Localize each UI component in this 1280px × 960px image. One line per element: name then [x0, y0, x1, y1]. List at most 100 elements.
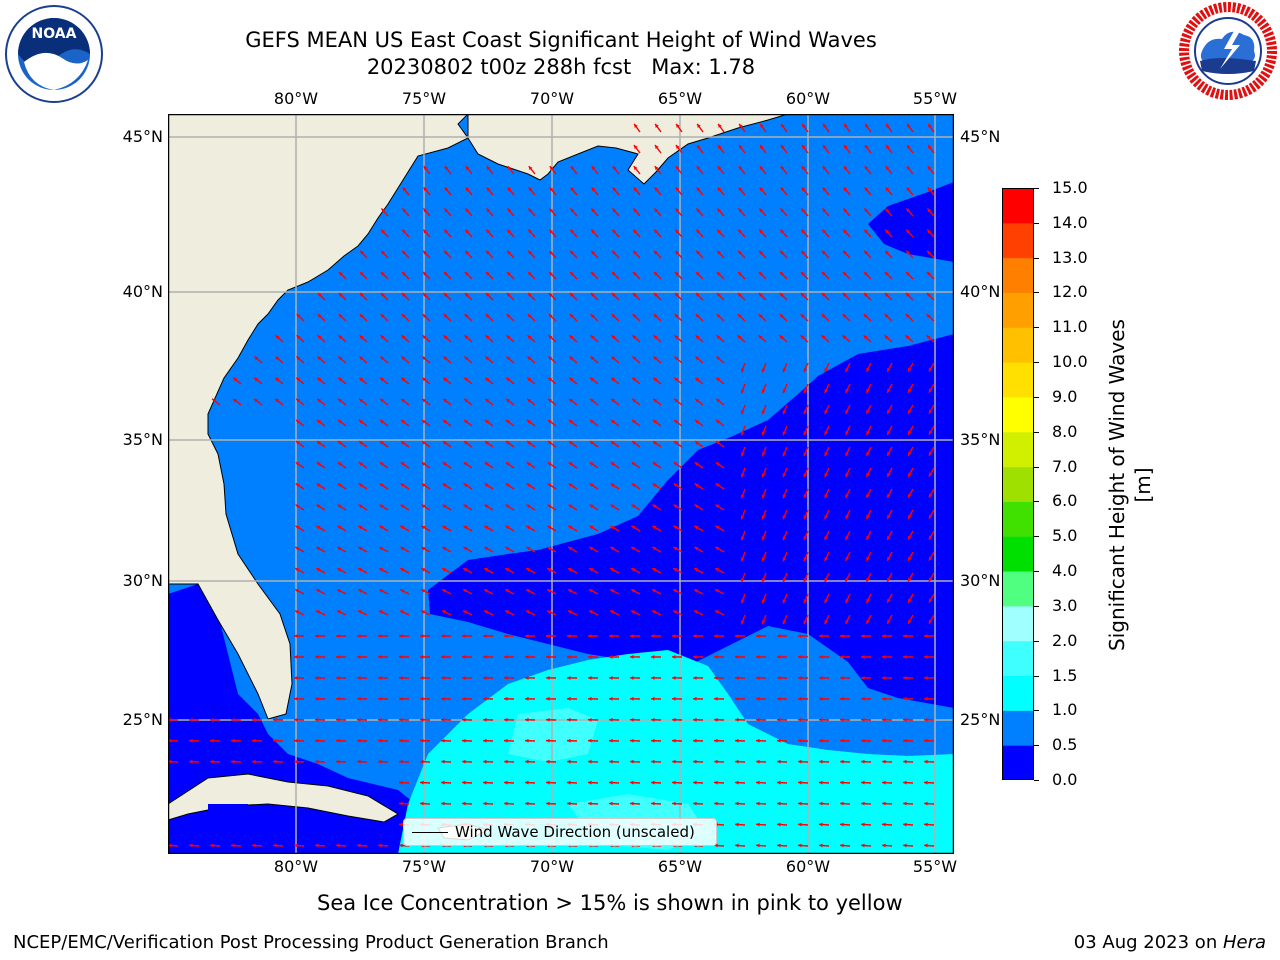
wave-direction-arrowhead	[568, 568, 573, 572]
wave-direction-arrowhead	[422, 419, 426, 424]
wave-direction-arrowhead	[442, 504, 447, 509]
wave-direction-arrowhead	[379, 589, 384, 593]
wave-direction-arrowhead	[777, 822, 781, 827]
wave-direction-arrowhead	[779, 314, 784, 318]
wave-direction-arrowhead	[316, 525, 321, 530]
wave-direction-arrowhead	[740, 536, 745, 541]
wave-direction-arrowhead	[759, 166, 764, 171]
wave-direction-arrowhead	[421, 441, 426, 445]
wave-direction-arrowhead	[296, 356, 301, 361]
wave-direction-arrowhead	[380, 314, 385, 318]
wave-direction-arrowhead	[740, 368, 745, 373]
wave-direction-arrowhead	[609, 780, 613, 785]
wave-direction-arrowhead	[866, 598, 870, 603]
lon-label-bottom-75w: 75°W	[401, 857, 447, 876]
wave-direction-arrowhead	[908, 388, 912, 393]
wave-direction-arrowhead	[505, 483, 510, 488]
wave-direction-arrowhead	[928, 535, 933, 540]
wave-direction-arrowhead	[908, 493, 912, 498]
wave-direction-arrowhead	[824, 494, 828, 499]
wave-direction-arrowhead	[634, 123, 638, 128]
wave-direction-arrowhead	[357, 655, 361, 659]
wave-direction-arrowhead	[357, 696, 361, 701]
wave-direction-arrowhead	[380, 356, 385, 361]
wave-direction-arrowhead	[294, 655, 298, 659]
wave-direction-arrowhead	[928, 472, 933, 477]
wave-direction-arrowhead	[822, 166, 827, 171]
wave-direction-arrowhead	[630, 759, 634, 764]
wave-direction-arrowhead	[568, 441, 573, 445]
wave-direction-arrowhead	[590, 356, 595, 361]
wave-direction-arrowhead	[381, 208, 386, 213]
wave-direction-arrowhead	[777, 780, 781, 785]
wave-direction-arrowhead	[759, 145, 764, 149]
wave-direction-arrowhead	[294, 696, 298, 701]
wave-direction-arrowhead	[903, 738, 907, 743]
wave-direction-arrowhead	[694, 589, 699, 593]
wave-direction-arrowhead	[399, 738, 403, 743]
wave-direction-arrowhead	[840, 759, 844, 764]
wave-direction-arrowhead	[845, 619, 849, 624]
wave-direction-arrowhead	[399, 843, 403, 848]
wave-direction-arrowhead	[168, 717, 172, 722]
wave-direction-arrowhead	[715, 547, 720, 551]
wave-direction-arrowhead	[609, 759, 613, 764]
wave-direction-arrowhead	[840, 801, 844, 806]
wave-direction-arrowhead	[504, 717, 508, 722]
wave-direction-arrowhead	[569, 293, 574, 297]
wave-direction-arrowhead	[824, 473, 828, 478]
wave-direction-arrowhead	[567, 655, 571, 659]
wave-direction-arrowhead	[442, 462, 447, 466]
wave-direction-arrowhead	[504, 634, 508, 638]
wave-direction-arrowhead	[887, 535, 891, 540]
wave-direction-arrowhead	[295, 504, 300, 509]
wave-direction-arrowhead	[843, 229, 848, 234]
wave-direction-arrowhead	[567, 696, 571, 701]
wave-direction-arrowhead	[737, 335, 742, 340]
colorbar-title: Significant Height of Wind Waves [m]	[1105, 319, 1155, 651]
lat-label-right-45n: 45°N	[960, 127, 1001, 146]
wave-direction-arrowhead	[464, 356, 469, 361]
wave-direction-arrowhead	[610, 525, 615, 530]
wave-direction-arrowhead	[819, 780, 823, 785]
wave-direction-arrowhead	[525, 801, 529, 806]
wave-direction-arrowhead	[336, 843, 340, 848]
wave-direction-arrowhead	[567, 717, 571, 722]
wave-direction-arrowhead	[567, 759, 571, 764]
wave-direction-arrowhead	[609, 717, 613, 722]
wave-direction-arrowhead	[358, 610, 363, 614]
wave-direction-arrowhead	[295, 525, 300, 530]
wave-direction-arrowhead	[485, 271, 490, 276]
wave-direction-arrowhead	[653, 314, 658, 318]
wave-direction-arrowhead	[672, 738, 676, 743]
colorbar	[1002, 188, 1034, 780]
wave-direction-arrowhead	[443, 377, 448, 382]
wave-direction-arrowhead	[421, 504, 426, 509]
wave-direction-arrowhead	[801, 229, 806, 234]
wave-direction-arrowhead	[782, 452, 787, 457]
colorbar-tick-label: 0.5	[1052, 735, 1078, 755]
wave-direction-arrowhead	[378, 655, 382, 659]
wave-direction-arrowhead	[631, 547, 636, 551]
wave-direction-arrowhead	[548, 293, 553, 297]
wave-direction-arrowhead	[716, 293, 721, 297]
wave-direction-arrowhead	[337, 547, 342, 551]
lon-label-bottom-55w: 55°W	[912, 857, 958, 876]
wave-direction-arrowhead	[885, 229, 890, 234]
wave-direction-arrowhead	[673, 589, 678, 593]
sea-ice-caption: Sea Ice Concentration > 15% is shown in …	[317, 891, 903, 915]
wave-direction-arrowhead	[861, 780, 865, 785]
wave-direction-arrowhead	[906, 187, 911, 192]
wave-direction-arrowhead	[715, 610, 720, 614]
wave-direction-arrowhead	[928, 123, 932, 128]
wave-direction-arrowhead	[672, 634, 676, 638]
wave-direction-arrowhead	[505, 462, 510, 466]
wave-direction-arrowhead	[653, 271, 658, 276]
wave-direction-arrowhead	[651, 801, 655, 806]
wave-direction-arrowhead	[864, 166, 869, 171]
wave-direction-arrowhead	[882, 738, 886, 743]
wave-direction-arrowhead	[337, 589, 342, 593]
wave-direction-arrowhead	[696, 145, 701, 149]
wave-direction-arrowhead	[840, 634, 844, 638]
wave-direction-arrowhead	[777, 696, 781, 701]
